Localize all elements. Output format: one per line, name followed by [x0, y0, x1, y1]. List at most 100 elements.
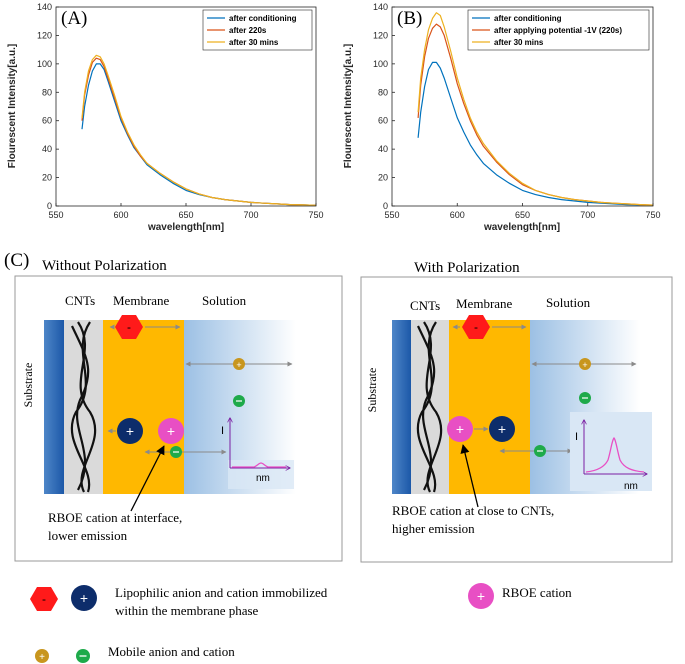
- chart-b-ytick-label-4: 80: [378, 87, 388, 97]
- chart-b-xtick-label-1: 600: [450, 210, 465, 220]
- chart-a-legend-label-1: after conditioning: [229, 14, 297, 23]
- chart-b-xtick-label-0: 550: [384, 210, 399, 220]
- schematic-legend: - + Lipophilic anion and cation immobili…: [30, 583, 572, 663]
- schematic-right-title: With Polarization: [414, 260, 520, 276]
- chart-a-xlabel: wavelength[nm]: [147, 222, 224, 233]
- schematic-left-cnt-strands: [70, 321, 97, 493]
- chart-a-xtick-label-3: 700: [243, 210, 258, 220]
- schematic-right-anion-symbol: -: [474, 320, 478, 334]
- schematic-left-mobile-cation: [233, 358, 245, 370]
- chart-b-xlabel: wavelength[nm]: [483, 222, 560, 233]
- schematic-right-cnt-strands: [416, 321, 443, 493]
- legend-rboe-symbol: +: [477, 588, 485, 604]
- chart-a-ytick-label-4: 80: [42, 87, 52, 97]
- schematic-right-inset-bg: [570, 412, 652, 491]
- schematic-right-rboe-symbol: +: [456, 421, 464, 437]
- chart-a-ylabel: Flourescent Intensity[a.u.]: [7, 44, 18, 168]
- chart-b-ytick-label-2: 40: [378, 144, 388, 154]
- schematic-left-rboe-symbol: +: [167, 423, 175, 439]
- chart-a-plot-area: [81, 54, 317, 206]
- chart-b-ytick-label-6: 120: [373, 30, 388, 40]
- legend-rboe-circle: [468, 583, 494, 609]
- schematic-left-caption-2: lower emission: [48, 528, 128, 543]
- chart-a-ticks: 550 600 650 700 750 0 20 40 60 80 100 120 140: [37, 2, 324, 220]
- chart-b-series-line-2: [417, 23, 654, 206]
- legend-anion-symbol: -: [42, 592, 46, 606]
- chart-a-series-line-2: [81, 57, 317, 206]
- chart-a-xtick-label-1: 600: [113, 210, 128, 220]
- schematic-with-polarization: With Polarization CNTs Membrane Solution…: [360, 260, 673, 563]
- schematic-left-solution-label: Solution: [202, 293, 247, 308]
- chart-a-legend-label-2: after 220s: [229, 26, 267, 35]
- chart-a-xtick-label-0: 550: [48, 210, 63, 220]
- chart-a-ytick-label-5: 100: [37, 59, 52, 69]
- chart-panel-a: 550 600 650 700 750 0 20 40 60 80 100 120 140 (A) wa…: [7, 2, 324, 233]
- chart-b-ytick-label-5: 100: [373, 59, 388, 69]
- schematic-right-rboe-circle: [447, 416, 473, 442]
- schematic-without-polarization: Without Polarization CNTs Membrane Solut…: [14, 258, 343, 562]
- chart-b-xtick-label-4: 750: [645, 210, 660, 220]
- chart-b-xtick-label-3: 700: [580, 210, 595, 220]
- legend-lipophilic-text-1: Lipophilic anion and cation immobilized: [115, 585, 328, 600]
- chart-b-ticks: 550 600 650 700 750 0 20 40 60 80 100 120 140: [373, 2, 661, 220]
- schematic-left-anion-hexagon: [115, 315, 143, 339]
- schematic-left-inset-bg: [228, 460, 294, 489]
- schematic-right-substrate: [392, 320, 411, 494]
- chart-a-ytick-label-6: 120: [37, 30, 52, 40]
- schematic-right-inset-xlabel: nm: [624, 481, 638, 492]
- schematic-left-membrane-layer: [103, 320, 184, 494]
- chart-b-ytick-label-0: 0: [383, 201, 388, 211]
- chart-a-ytick-label-2: 40: [42, 144, 52, 154]
- schematic-left-substrate: [44, 320, 64, 494]
- schematic-right-inset-spectrum: [585, 437, 645, 473]
- legend-mobile-text: Mobile anion and cation: [108, 644, 235, 659]
- schematic-right-substrate-label: Substrate: [365, 368, 379, 413]
- chart-b-legend: after conditioning after applying potent…: [467, 9, 650, 51]
- chart-a-legend-box: [202, 9, 313, 51]
- schematic-right-mobile-cation-symbol: +: [582, 360, 587, 370]
- legend-rboe-text: RBOE cation: [502, 585, 572, 600]
- chart-b-ylabel: Flourescent Intensity[a.u.]: [343, 44, 354, 168]
- chart-a-ytick-label-7: 140: [37, 2, 52, 12]
- schematic-right-cation-circle: [489, 416, 515, 442]
- schematic-left-inset-ylabel: I: [221, 425, 224, 437]
- schematic-left-inset-xlabel: nm: [256, 473, 270, 484]
- chart-a-xtick-label-2: 650: [178, 210, 193, 220]
- schematic-right-anion-hexagon: [462, 315, 490, 339]
- schematic-right-pointer-arrow: [460, 444, 479, 508]
- schematic-left-cnts-label: CNTs: [65, 293, 95, 308]
- chart-panel-b: 550 600 650 700 750 0 20 40 60 80 100 120 140 (B) wa…: [343, 2, 661, 233]
- chart-a-ytick-label-0: 0: [47, 201, 52, 211]
- schematic-right-membrane-layer: [449, 320, 530, 494]
- schematic-right-caption-2: higher emission: [392, 521, 475, 536]
- chart-a-series-line-3: [81, 54, 317, 206]
- chart-b-ytick-label-7: 140: [373, 2, 388, 12]
- schematic-right-caption-1: RBOE cation at close to CNTs,: [392, 503, 554, 518]
- chart-a-legend-label-3: after 30 mins: [229, 38, 279, 47]
- legend-cation-symbol: +: [80, 590, 88, 606]
- chart-b-series-line-1: [417, 61, 654, 206]
- legend-cation-circle: [71, 585, 97, 611]
- schematic-left-cation-circle: [117, 418, 143, 444]
- chart-b-legend-label-2: after applying potential -1V (220s): [494, 26, 622, 35]
- chart-b-plot-area: [417, 12, 654, 206]
- chart-b-legend-label-1: after conditioning: [494, 14, 562, 23]
- chart-a-panel-label: (A): [61, 8, 87, 29]
- schematic-right-mobile-cation: [579, 358, 591, 370]
- chart-b-panel-label: (B): [397, 8, 422, 29]
- schematic-right-inset-ylabel: I: [575, 431, 578, 443]
- legend-mobile-cation: [35, 649, 49, 663]
- chart-a-ytick-label-1: 20: [42, 173, 52, 183]
- chart-a-xtick-label-4: 750: [308, 210, 323, 220]
- schematic-left-mobile-cation-symbol: +: [236, 360, 241, 370]
- schematic-left-caption-1: RBOE cation at interface,: [48, 510, 182, 525]
- schematic-left-title: Without Polarization: [42, 258, 167, 274]
- schematic-right-cation-symbol: +: [498, 421, 506, 437]
- chart-b-ytick-label-1: 20: [378, 173, 388, 183]
- schematic-left-substrate-label: Substrate: [21, 363, 35, 408]
- legend-mobile-cation-symbol: +: [39, 652, 45, 663]
- legend-lipophilic-text-2: within the membrane phase: [115, 603, 259, 618]
- chart-b-ytick-label-3: 60: [378, 116, 388, 126]
- chart-a-legend: after conditioning after 220s after 30 m…: [202, 9, 313, 51]
